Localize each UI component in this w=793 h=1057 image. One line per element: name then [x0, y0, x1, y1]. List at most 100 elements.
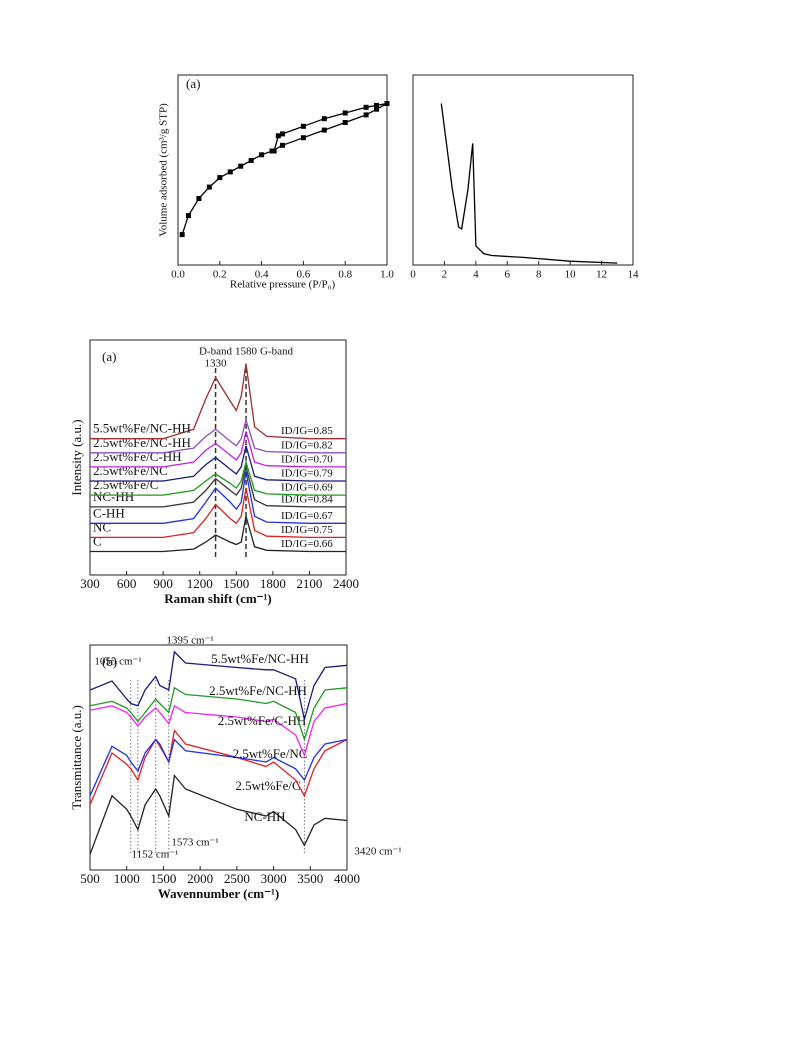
series-label: 2.5wt%Fe/NC-HH [209, 683, 307, 698]
x-tick-label: 6 [505, 269, 511, 281]
ratio-label: ID/IG=0.84 [281, 493, 333, 505]
ratio-label: ID/IG=0.69 [281, 482, 333, 494]
ratio-label: ID/IG=0.67 [281, 510, 333, 522]
reference-label: G-band [260, 346, 293, 358]
plot-frame [89, 644, 348, 871]
x-tick-label: 2100 [296, 576, 322, 591]
y-axis-label: Volume adsorbed (cm³/g STP) [158, 103, 170, 237]
series-line [90, 363, 346, 440]
plot-frame [412, 74, 634, 266]
panel-label: (a) [186, 76, 200, 91]
point-marker [238, 163, 244, 169]
point-marker [321, 116, 327, 122]
reference-label: 1055 cm⁻¹ [94, 656, 141, 668]
x-tick-label: 1500 [223, 576, 249, 591]
point-marker [185, 213, 191, 219]
point-marker [374, 106, 380, 112]
ratio-label: ID/IG=0.85 [281, 425, 333, 437]
x-tick-label: 3500 [297, 871, 323, 886]
point-marker [363, 104, 369, 110]
reference-label: 3420 cm⁻¹ [354, 846, 401, 858]
series-line [90, 459, 346, 496]
point-marker [342, 110, 348, 116]
x-tick-label: 4 [473, 269, 479, 281]
point-marker [248, 158, 254, 163]
x-tick-label: 10 [565, 269, 577, 281]
reference-label: D-band [199, 346, 232, 358]
point-marker [363, 112, 369, 118]
series-label: 2.5wt%Fe/C-HH [218, 713, 306, 728]
x-tick-label: 3000 [261, 871, 287, 886]
series-line [181, 102, 388, 235]
reference-value: 1330 [205, 358, 228, 370]
reference-label: 1152 cm⁻¹ [132, 849, 179, 861]
point-marker [321, 127, 327, 133]
series-label: NC-HH [244, 809, 285, 824]
x-tick-label: 2500 [224, 871, 250, 886]
series-label: 2.5wt%Fe/C [93, 477, 158, 492]
x-tick-label: 2 [442, 269, 448, 281]
series-label: 2.5wt%Fe/C-HH [93, 449, 181, 464]
x-tick-label: 14 [628, 269, 640, 281]
series-line [89, 650, 348, 720]
x-tick-label: 1500 [150, 871, 176, 886]
point-marker [259, 152, 265, 158]
point-marker [300, 123, 306, 129]
series-label: NC-HH [93, 489, 134, 504]
series-line [89, 728, 348, 806]
point-marker [206, 184, 212, 190]
series-line [90, 417, 346, 454]
x-tick-label: 0.2 [213, 269, 227, 281]
series-label: 2.5wt%Fe/NC [93, 463, 168, 478]
point-marker [196, 196, 202, 201]
x-tick-label: 500 [80, 871, 100, 886]
x-tick-label: 0.4 [255, 269, 269, 281]
series-label: 5.5wt%Fe/NC-HH [211, 651, 309, 666]
series-line [89, 686, 348, 742]
x-tick-label: 2000 [187, 871, 213, 886]
ratio-label: ID/IG=0.82 [281, 439, 333, 451]
x-tick-label: 8 [536, 269, 542, 281]
series-label: 2.5wt%Fe/C [235, 778, 300, 793]
x-tick-label: 1.0 [380, 269, 394, 281]
x-tick-label: 0.8 [338, 269, 352, 281]
x-tick-label: 900 [153, 576, 173, 591]
reference-label: 1573 cm⁻¹ [171, 837, 218, 849]
series-line [90, 487, 346, 539]
x-tick-label: 4000 [334, 871, 360, 886]
series-line [90, 471, 346, 524]
reference-value: 1580 [235, 346, 258, 358]
ratio-label: ID/IG=0.75 [281, 524, 333, 536]
point-marker [179, 232, 185, 238]
ratio-label: ID/IG=0.66 [281, 538, 333, 550]
point-marker [300, 135, 306, 141]
x-axis-label: Relative pressure (P/P₀) [230, 279, 336, 291]
series-line [89, 773, 348, 855]
series-label: C-HH [93, 505, 125, 520]
x-tick-label: 0.6 [297, 269, 311, 281]
point-marker [280, 142, 285, 148]
ratio-label: ID/IG=0.79 [281, 468, 333, 480]
point-marker [227, 169, 233, 175]
series-label: 2.5wt%Fe/NC [233, 746, 308, 761]
point-marker [217, 175, 223, 181]
series-label: C [93, 533, 102, 548]
plot-frame [177, 74, 388, 266]
x-axis-label: Raman shift (cm⁻¹) [164, 591, 272, 606]
series-label: 5.5wt%Fe/NC-HH [93, 421, 191, 436]
series-line [90, 445, 346, 482]
x-tick-label: 12 [596, 269, 607, 281]
series-line [89, 738, 348, 797]
series-line [90, 516, 346, 553]
x-tick-label: 2400 [333, 576, 359, 591]
x-tick-label: 300 [80, 576, 100, 591]
y-axis-label: Transmittance (a.u.) [69, 705, 84, 810]
series-line [90, 466, 346, 508]
x-tick-label: 1200 [187, 576, 213, 591]
point-marker [275, 133, 281, 139]
x-tick-label: 0.0 [171, 269, 185, 281]
point-marker [342, 120, 348, 125]
ratio-label: ID/IG=0.70 [281, 453, 333, 465]
